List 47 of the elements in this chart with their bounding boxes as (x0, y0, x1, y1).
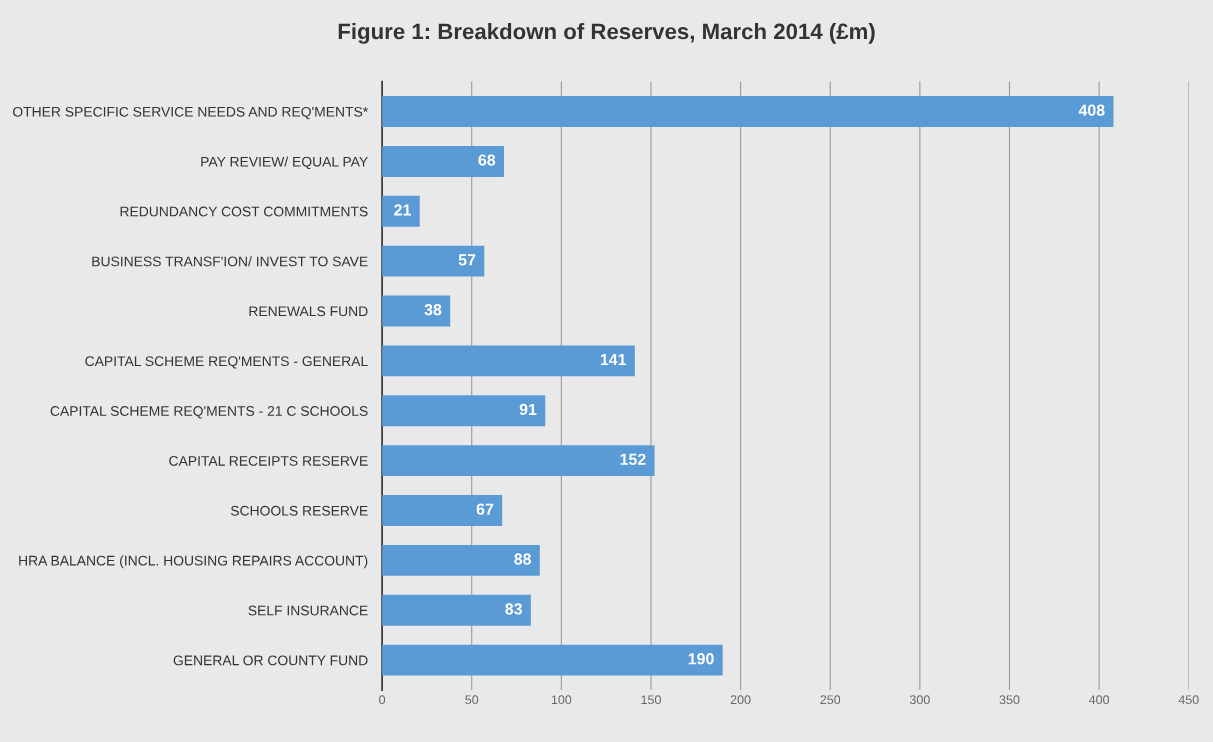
y-tick-label: SCHOOLS RESERVE (230, 505, 368, 516)
bar (382, 594, 531, 626)
bar (382, 245, 485, 277)
data-label: 68 (478, 154, 496, 166)
x-tick-label: 350 (999, 695, 1020, 705)
y-tick-label: PAY REVIEW/ EQUAL PAY (201, 156, 368, 170)
y-tick-label: GENERAL OR COUNTY FUND (173, 655, 368, 666)
data-label: 38 (424, 304, 442, 316)
chart-title: Figure 1: Breakdown of Reserves, March 2014 (£m) (338, 22, 875, 44)
data-label: 83 (505, 603, 522, 615)
y-tick-label: BUSINESS TRANSF'ION/ INVEST TO SAVE (92, 256, 368, 267)
bar (382, 445, 655, 477)
data-label: 88 (514, 553, 532, 565)
bar (382, 96, 1114, 127)
y-tick-label: HRA BALANCE (INCL. HOUSING REPAIRS ACCOUNT) (19, 555, 368, 569)
data-label: 21 (394, 204, 411, 216)
x-tick-label: 150 (641, 695, 661, 705)
y-tick-label: CAPITAL SCHEME REQ'MENTS - GENERAL (85, 356, 368, 369)
bar (382, 544, 540, 576)
bar (382, 295, 451, 327)
x-tick-label: 50 (465, 695, 479, 705)
bar (382, 644, 723, 676)
y-tick-label: RENEWALS FUND (249, 306, 368, 317)
data-label: 57 (458, 254, 476, 266)
y-tick-label: CAPITAL SCHEME REQ'MENTS - 21 C SCHOOLS (50, 406, 368, 419)
x-tick-label: 450 (1178, 695, 1199, 705)
data-label: 141 (600, 354, 627, 366)
bar (382, 495, 503, 526)
bar (382, 195, 420, 227)
data-label: 408 (1078, 104, 1105, 116)
bar (382, 145, 504, 177)
data-label: 152 (620, 453, 646, 465)
y-tick-label: REDUNDANCY COST COMMITMENTS (120, 206, 368, 217)
data-label: 190 (688, 653, 714, 665)
y-tick-label: OTHER SPECIFIC SERVICE NEEDS AND REQ'MENTS* (12, 106, 368, 120)
x-tick-label: 200 (730, 695, 751, 705)
x-tick-label: 0 (379, 695, 386, 705)
y-tick-label: CAPITAL RECEIPTS RESERVE (169, 455, 368, 466)
x-tick-label: 400 (1088, 695, 1110, 705)
data-label: 67 (476, 503, 494, 515)
bar (382, 345, 635, 377)
x-tick-label: 250 (820, 695, 841, 705)
x-tick-label: 300 (909, 695, 930, 705)
y-tick-label: SELF INSURANCE (248, 605, 368, 616)
x-tick-label: 100 (551, 695, 572, 705)
data-label: 91 (519, 403, 537, 416)
bar (382, 395, 546, 427)
